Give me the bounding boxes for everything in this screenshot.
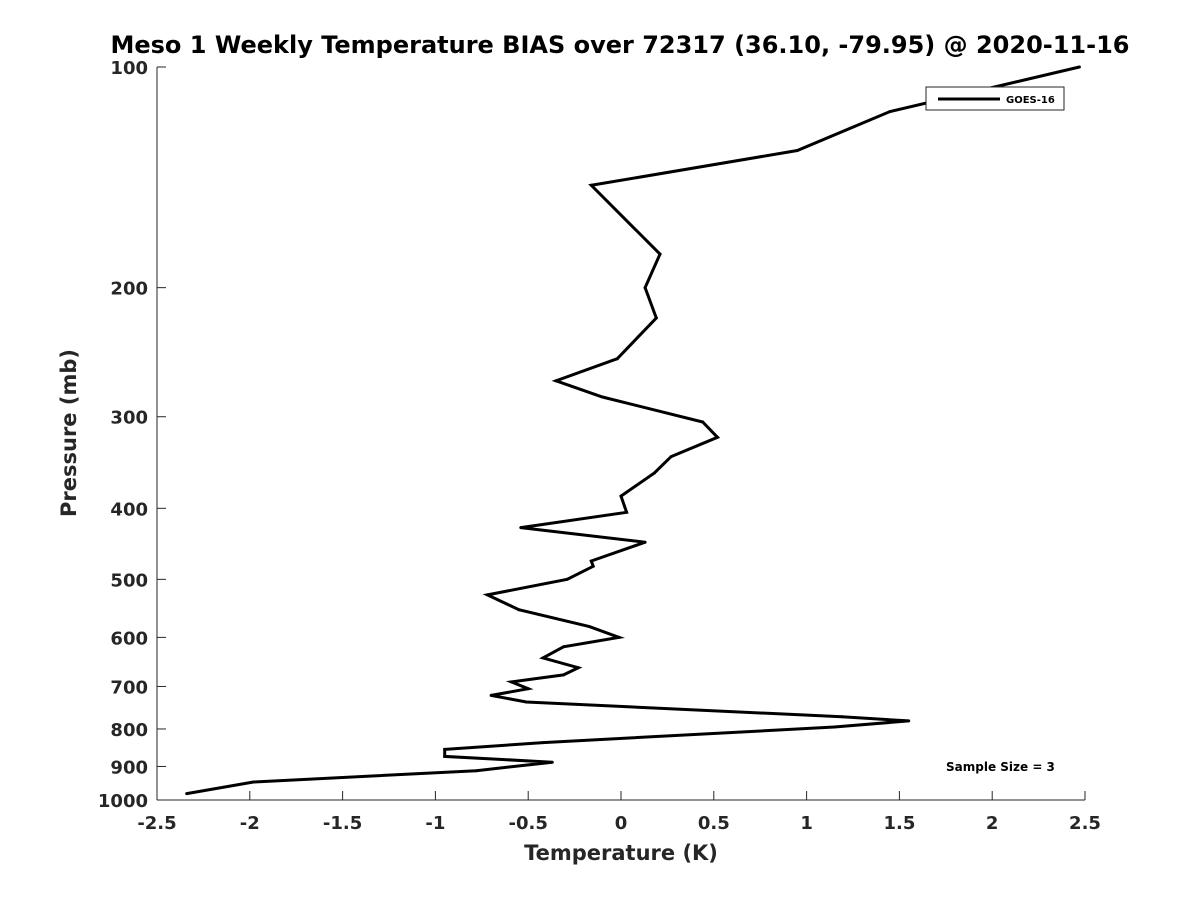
y-tick-label: 700 [110, 677, 148, 698]
y-tick-label: 500 [110, 570, 148, 591]
data-point [562, 645, 565, 649]
x-tick-label: -1 [425, 813, 445, 834]
data-point [589, 183, 593, 187]
y-tick-label: 800 [110, 720, 148, 741]
data-point [652, 471, 656, 475]
data-point [185, 792, 189, 796]
data-point [619, 494, 623, 498]
data-point [510, 680, 513, 684]
x-tick-label: 2.5 [1069, 813, 1101, 834]
y-tick-label: 400 [110, 499, 148, 520]
data-point [617, 635, 621, 639]
data-point [701, 420, 705, 424]
data-point [576, 666, 580, 670]
data-point [795, 149, 799, 152]
data-point [541, 741, 545, 745]
data-point [474, 769, 478, 773]
data-point [669, 455, 673, 459]
y-tick-label: 100 [110, 58, 148, 79]
data-point [716, 435, 719, 439]
data-point [541, 656, 545, 660]
y-tick-label: 600 [110, 628, 148, 649]
x-tick-label: 0 [615, 813, 628, 834]
data-point [517, 608, 521, 612]
data-point [654, 316, 658, 320]
data-point [524, 700, 528, 704]
data-point [888, 110, 892, 113]
data-point [519, 526, 523, 530]
data-point [832, 725, 836, 729]
data-point [554, 379, 558, 383]
y-tick-label: 300 [110, 408, 148, 429]
x-ticks: -2.5 -2 -1.5 -1 -0.5 0 0.5 1 1.5 2 2.5 [137, 791, 1101, 834]
data-point [907, 719, 911, 723]
data-point [562, 673, 565, 677]
y-axis-label: Pressure (mb) [57, 349, 81, 517]
data-point [565, 577, 569, 581]
x-tick-label: -0.5 [509, 813, 548, 834]
data-point [658, 252, 662, 256]
x-axis-label: Temperature (K) [524, 841, 718, 865]
data-point [643, 540, 647, 544]
x-tick-label: -2.5 [137, 813, 176, 834]
y-tick-label: 200 [110, 279, 148, 300]
series-points [185, 65, 1081, 796]
data-point [587, 625, 591, 629]
data-point [443, 754, 447, 758]
data-point [526, 687, 530, 691]
x-tick-label: 2 [986, 813, 999, 834]
data-point [485, 593, 489, 597]
x-tick-label: -1.5 [323, 813, 362, 834]
x-tick-label: 0.5 [698, 813, 730, 834]
data-point [443, 747, 447, 751]
data-point [840, 715, 844, 719]
data-point [591, 564, 595, 568]
data-point [625, 510, 629, 514]
chart-title: Meso 1 Weekly Temperature BIAS over 7231… [110, 31, 1129, 59]
x-tick-label: 1.5 [883, 813, 915, 834]
x-tick-label: 1 [800, 813, 813, 834]
data-point [615, 357, 619, 361]
y-tick-label: 1000 [98, 791, 148, 812]
data-point [1077, 65, 1081, 69]
x-tick-label: -2 [240, 813, 260, 834]
legend: GOES-16 [925, 86, 1065, 111]
data-point [252, 780, 255, 784]
data-point [643, 286, 647, 290]
y-tick-label: 900 [110, 757, 148, 778]
sample-size-annotation: Sample Size = 3 [946, 760, 1055, 774]
data-point [550, 760, 554, 764]
data-point [600, 395, 604, 399]
data-point [489, 693, 493, 697]
y-ticks: 100 200 300 400 500 600 700 800 900 1000 [98, 58, 166, 812]
data-point [589, 559, 593, 563]
legend-label-goes16: GOES-16 [1006, 95, 1055, 106]
